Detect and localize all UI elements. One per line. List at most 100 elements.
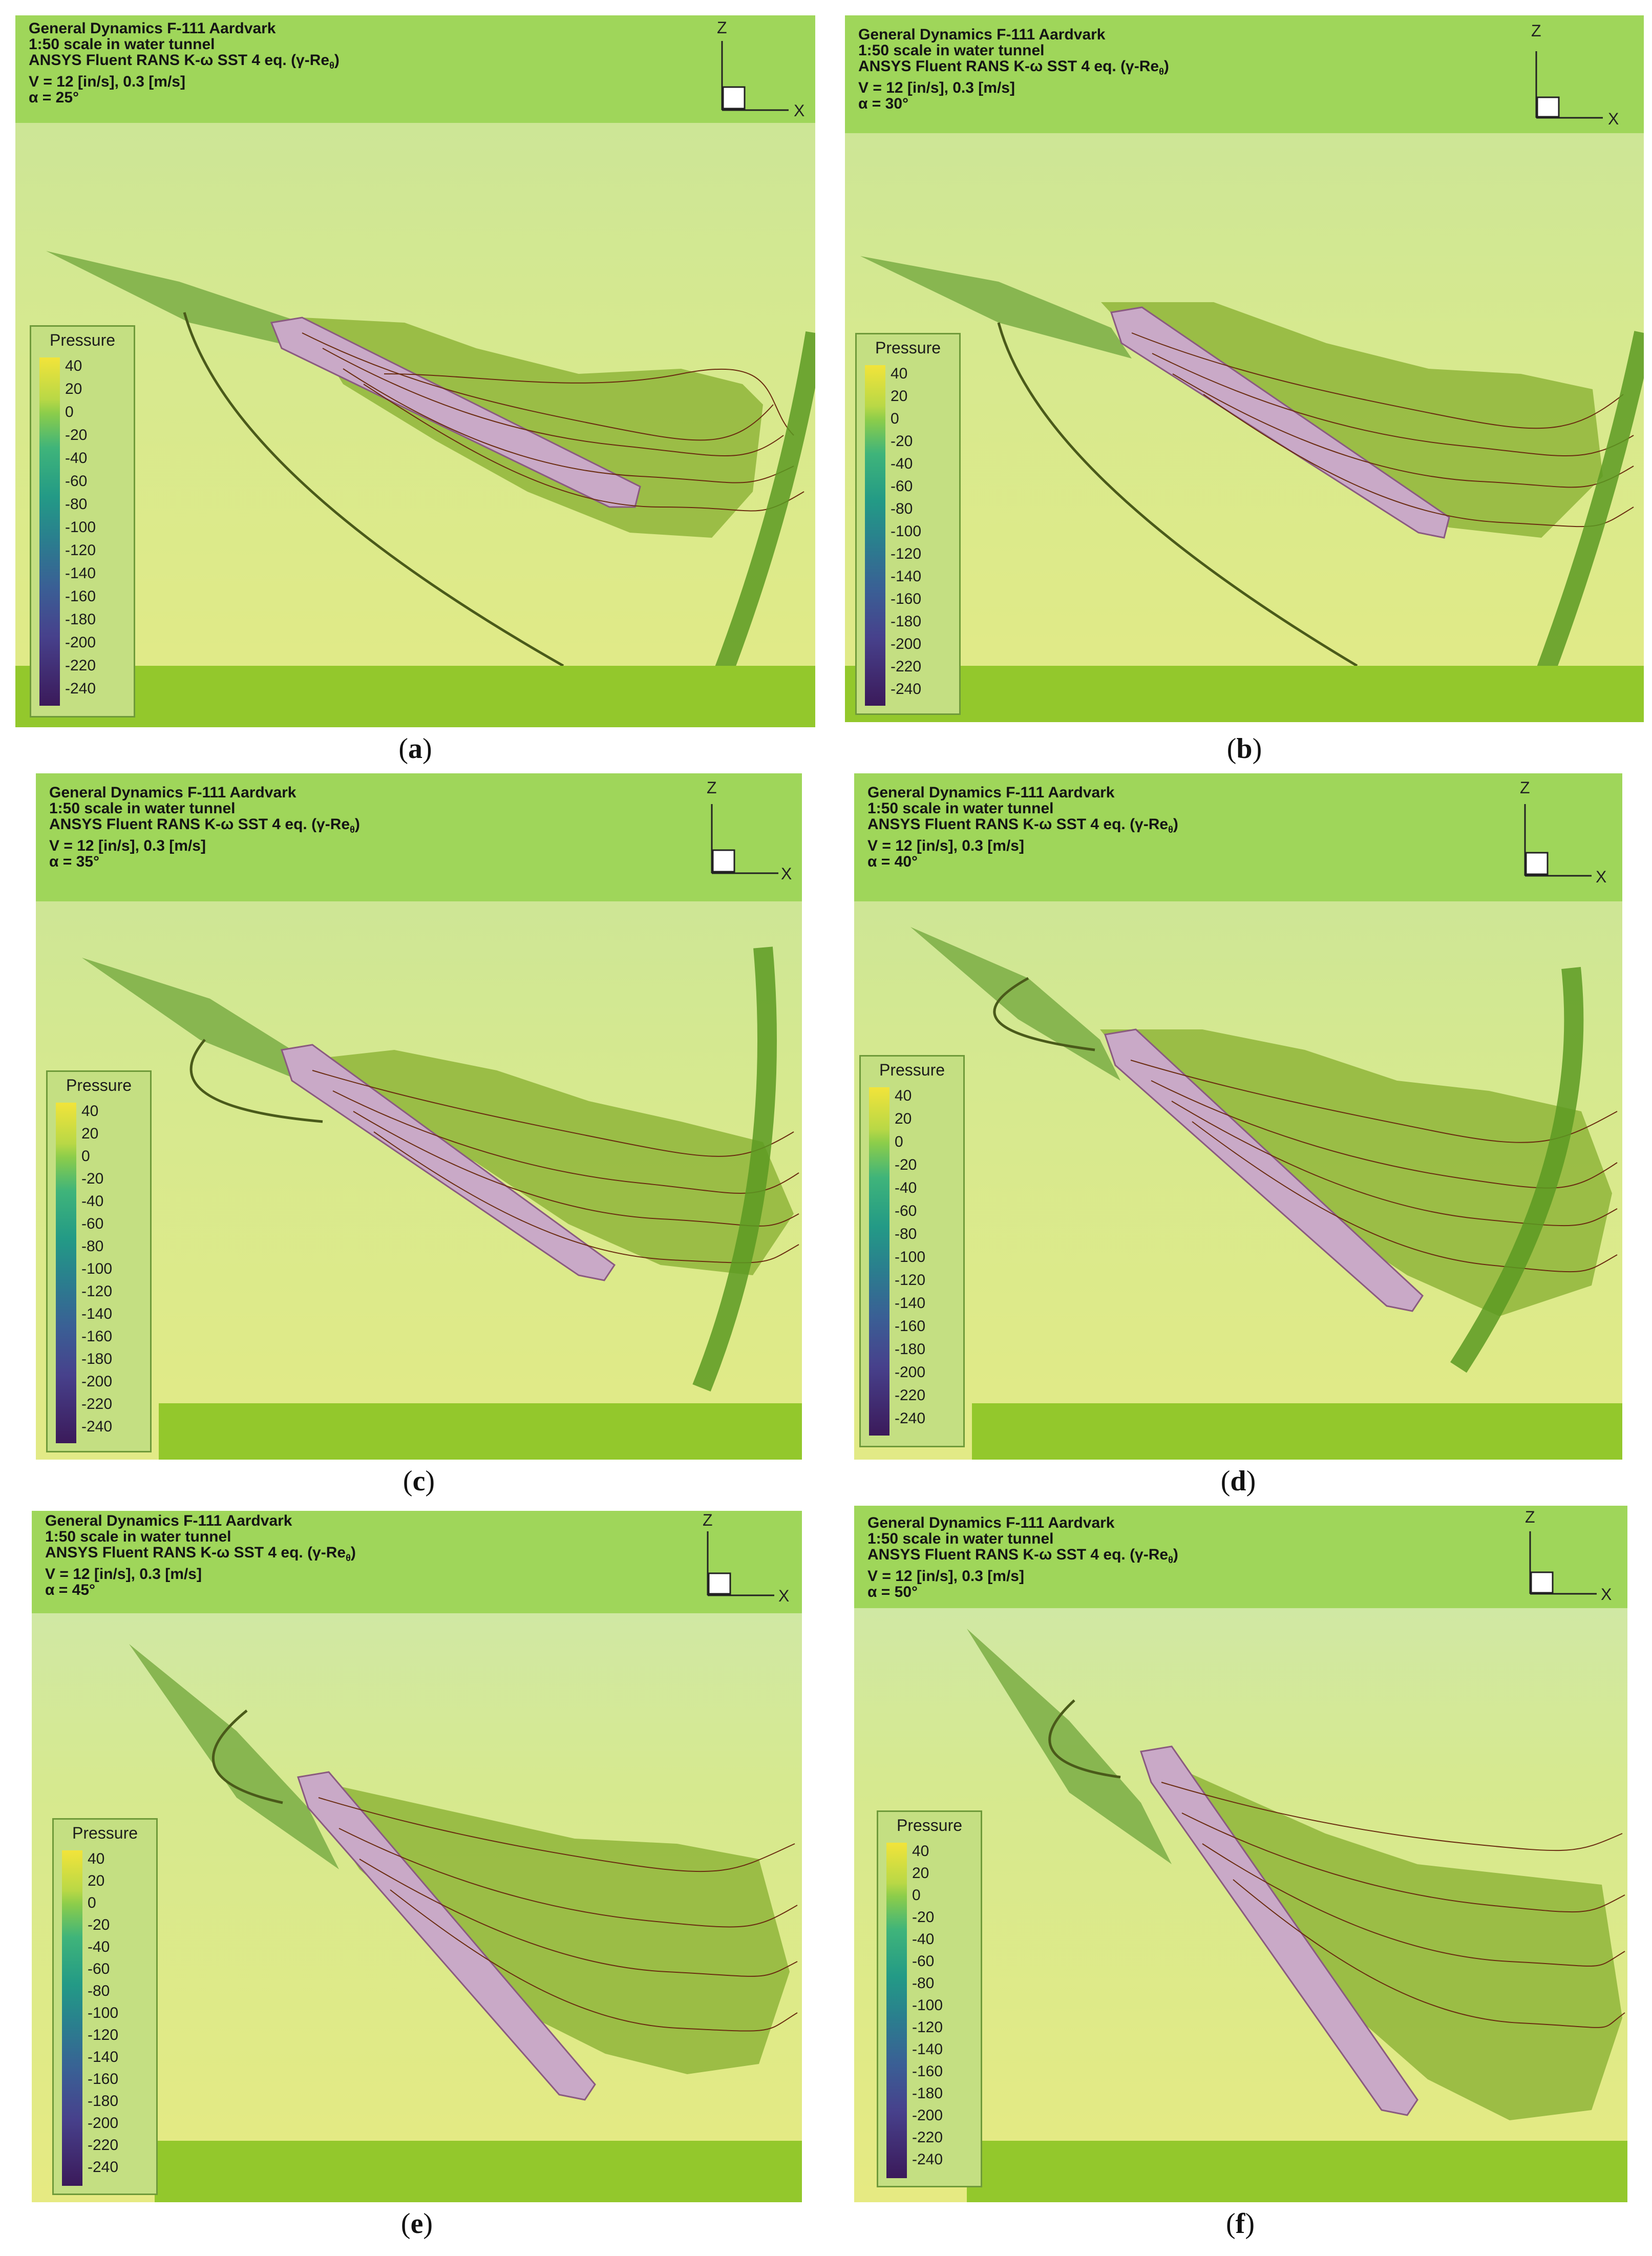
header-text: General Dynamics F-111 Aardvark 1:50 sca… bbox=[858, 27, 1169, 112]
legend-tick: -220 bbox=[912, 2129, 943, 2146]
velocity-note: V = 12 [in/s], 0.3 [m/s] bbox=[29, 73, 185, 90]
legend-colorbar bbox=[62, 1850, 82, 2186]
legend-tick: 20 bbox=[912, 1865, 929, 1882]
caption-e: (e) bbox=[400, 2208, 433, 2240]
x-axis-label: X bbox=[794, 101, 805, 120]
axis-lines bbox=[721, 41, 789, 111]
panel-header bbox=[15, 15, 815, 123]
legend-tick: -220 bbox=[65, 657, 96, 674]
legend-title: Pressure bbox=[72, 1824, 138, 1842]
streamline bbox=[390, 1889, 798, 2032]
panel-header bbox=[845, 15, 1644, 133]
legend-tick: -40 bbox=[81, 1193, 104, 1210]
legend-tick: -220 bbox=[895, 1387, 926, 1404]
legend-tick: -200 bbox=[88, 2115, 119, 2132]
pressure-legend: Pressure 40 20 0 -20 -40 -60 -80 -100 -1… bbox=[855, 333, 961, 715]
aircraft-title: General Dynamics F-111 Aardvark bbox=[29, 20, 276, 37]
legend-tick: -180 bbox=[81, 1351, 113, 1367]
wake-region bbox=[1100, 1029, 1612, 1316]
legend-tick: -120 bbox=[88, 2027, 119, 2043]
streamline bbox=[302, 332, 774, 441]
x-axis-label: X bbox=[1596, 868, 1607, 886]
aircraft-title: General Dynamics F-111 Aardvark bbox=[45, 1512, 292, 1529]
legend-tick: 40 bbox=[81, 1103, 99, 1120]
scale-note: 1:50 scale in water tunnel bbox=[858, 42, 1045, 59]
tunnel-floor bbox=[15, 666, 815, 727]
legend-tick: -200 bbox=[912, 2107, 943, 2124]
legend-tick: -120 bbox=[891, 545, 922, 562]
axis-lines bbox=[707, 1531, 774, 1596]
fuselage bbox=[270, 317, 641, 508]
flow-scene bbox=[854, 1506, 1627, 2202]
wake-region bbox=[1141, 1752, 1622, 2120]
legend-colorbar bbox=[39, 357, 60, 706]
tunnel-floor bbox=[159, 1403, 802, 1460]
panel-f: General Dynamics F-111 Aardvark 1:50 sca… bbox=[854, 1506, 1627, 2202]
legend-tick: 20 bbox=[81, 1125, 99, 1142]
legend-tick: -40 bbox=[891, 455, 913, 472]
panel-b: General Dynamics F-111 Aardvark 1:50 sca… bbox=[845, 15, 1644, 722]
legend-title: Pressure bbox=[66, 1076, 132, 1094]
z-axis-label: Z bbox=[703, 1511, 713, 1529]
legend-tick: -180 bbox=[912, 2085, 943, 2102]
legend-tick: -140 bbox=[891, 568, 922, 585]
pressure-legend: Pressure 40 20 0 -20 -40 -60 -80 -100 -1… bbox=[877, 1810, 982, 2187]
streamline bbox=[318, 1797, 795, 1872]
forebody bbox=[967, 1629, 1172, 1864]
forebody bbox=[129, 1644, 339, 1869]
legend-tick: -120 bbox=[81, 1283, 113, 1300]
legend-tick: 40 bbox=[65, 357, 82, 374]
header-text: General Dynamics F-111 Aardvark 1:50 sca… bbox=[867, 1515, 1178, 1600]
velocity-note: V = 12 [in/s], 0.3 [m/s] bbox=[858, 79, 1015, 96]
fuselage bbox=[1140, 1745, 1418, 2116]
streamline bbox=[343, 368, 794, 483]
caption-a: (a) bbox=[398, 733, 432, 765]
pressure-legend: Pressure 40 20 0 -20 -40 -60 -80 -100 -1… bbox=[52, 1818, 158, 2195]
panel-header bbox=[854, 773, 1622, 901]
streamline bbox=[338, 1828, 798, 1928]
streamline bbox=[1181, 1812, 1625, 1913]
header-text: General Dynamics F-111 Aardvark 1:50 sca… bbox=[29, 20, 340, 106]
legend-tick: -140 bbox=[81, 1305, 113, 1322]
scale-note: 1:50 scale in water tunnel bbox=[867, 800, 1054, 817]
vortex-line bbox=[997, 322, 1358, 667]
support-strut bbox=[1450, 967, 1584, 1373]
legend-tick: -160 bbox=[81, 1328, 113, 1345]
legend-tick: 20 bbox=[891, 388, 908, 405]
tunnel-floor bbox=[967, 2141, 1627, 2202]
legend-tick: -20 bbox=[65, 427, 88, 444]
legend-tick: -100 bbox=[912, 1997, 943, 2014]
streamline bbox=[322, 348, 784, 456]
vortex-line bbox=[183, 312, 564, 667]
wake-region bbox=[298, 1777, 790, 2074]
aircraft-title: General Dynamics F-111 Aardvark bbox=[49, 784, 296, 801]
legend-tick: -80 bbox=[891, 500, 913, 517]
velocity-note: V = 12 [in/s], 0.3 [m/s] bbox=[867, 837, 1024, 854]
header-text: General Dynamics F-111 Aardvark 1:50 sca… bbox=[867, 785, 1178, 870]
legend-tick: -180 bbox=[65, 611, 96, 628]
legend-tick: -240 bbox=[891, 681, 922, 698]
legend-tick: -80 bbox=[65, 496, 88, 513]
panel-e: General Dynamics F-111 Aardvark 1:50 sca… bbox=[32, 1511, 802, 2202]
scale-note: 1:50 scale in water tunnel bbox=[867, 1530, 1054, 1547]
alpha-note: α = 25° bbox=[29, 89, 79, 106]
velocity-note: V = 12 [in/s], 0.3 [m/s] bbox=[49, 837, 206, 854]
legend-tick: -20 bbox=[88, 1916, 110, 1933]
pressure-legend: Pressure 40 20 0 -20 -40 -60 -80 -100 -1… bbox=[859, 1055, 965, 1447]
legend-tick: 40 bbox=[88, 1850, 105, 1867]
legend-tick: -220 bbox=[81, 1396, 113, 1412]
solver-note: ANSYS Fluent RANS K-ω SST 4 eq. (γ-Reθ) bbox=[45, 1544, 356, 1563]
velocity-note: V = 12 [in/s], 0.3 [m/s] bbox=[45, 1566, 202, 1583]
caption-b: (b) bbox=[1226, 733, 1262, 765]
legend-tick: -200 bbox=[65, 634, 96, 651]
alpha-note: α = 35° bbox=[49, 853, 99, 870]
streamline bbox=[1192, 1121, 1618, 1273]
streamline bbox=[1171, 1101, 1618, 1227]
legend-tick: -100 bbox=[895, 1249, 926, 1266]
header-text: General Dynamics F-111 Aardvark 1:50 sca… bbox=[49, 785, 360, 870]
legend-tick: -60 bbox=[88, 1960, 110, 1977]
fuselage bbox=[281, 1044, 616, 1281]
legend-tick: -140 bbox=[88, 2049, 119, 2065]
legend-tick: 40 bbox=[891, 365, 908, 382]
streamline bbox=[1151, 1080, 1618, 1189]
